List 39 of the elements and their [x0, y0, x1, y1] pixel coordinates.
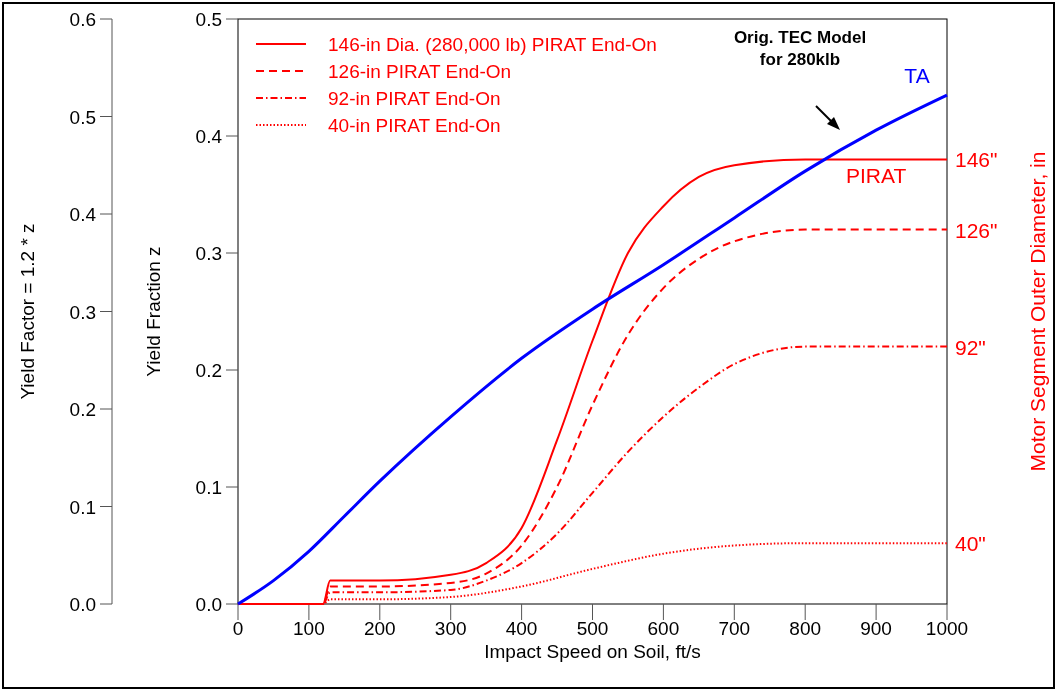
legend-label: 40-in PIRAT End-On	[328, 115, 501, 136]
y2-tick-label: 0.5	[69, 106, 96, 128]
x-tick-label: 700	[718, 618, 751, 639]
x-tick-label: 900	[860, 618, 892, 639]
y-tick-label: 0.0	[195, 594, 222, 615]
text: 92"	[955, 335, 986, 359]
y-tick-label: 0.4	[195, 126, 223, 147]
y2-tick-label: 0.3	[69, 301, 96, 323]
x-tick-label: 800	[789, 618, 822, 639]
x-tick-label: 200	[363, 618, 396, 639]
legend-label: 92-in PIRAT End-On	[328, 88, 501, 109]
x-tick-label: 400	[505, 618, 538, 639]
text: 40"	[955, 532, 986, 556]
x-tick-label: 0	[232, 618, 244, 639]
x-tick-label: 100	[293, 618, 325, 639]
y-tick-label: 0.5	[195, 9, 222, 30]
y-tick-label: 0.1	[195, 477, 222, 498]
legend-label: 146-in Dia. (280,000 lb) PIRAT End-On	[328, 34, 657, 55]
annotation: Orig. TEC Model for 280klb	[733, 28, 867, 69]
y2-tick-label: 0.4	[69, 204, 97, 225]
annotation: PIRAT	[845, 164, 907, 188]
annotation: TA	[904, 64, 930, 87]
y2-tick-label: 0.2	[69, 399, 96, 420]
y-axis-title: Yield Fraction z	[143, 246, 164, 377]
y2-axis-title: Yield Factor = 1.2 * z	[17, 223, 38, 400]
x-tick-label: 600	[647, 618, 680, 639]
y2-tick-label: 0.1	[69, 496, 96, 518]
x-axis-title: Impact Speed on Soil, ft/s	[484, 641, 701, 662]
y-tick-label: 0.2	[195, 360, 222, 381]
text: 126"	[955, 218, 998, 242]
x-tick-label: 300	[434, 618, 467, 639]
legend-label: 126-in PIRAT End-On	[328, 61, 512, 82]
y2-tick-label: 0.6	[69, 9, 96, 30]
text: 146"	[955, 148, 998, 172]
y-tick-label: 0.3	[195, 243, 222, 264]
x-tick-label: 1000	[925, 618, 969, 639]
text: Motor Segment Outer Diameter, in	[1026, 151, 1049, 472]
y2-tick-label: 0.0	[69, 594, 96, 615]
x-tick-label: 500	[576, 618, 609, 639]
